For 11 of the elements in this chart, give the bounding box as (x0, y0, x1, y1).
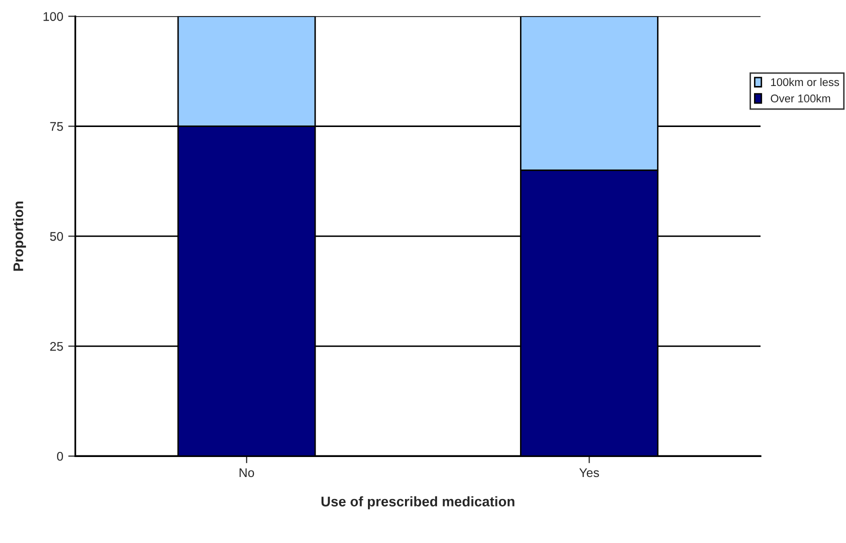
y-tick-label: 50 (50, 232, 63, 241)
x-tick-label: Yes (579, 468, 599, 478)
y-tick-label: 100 (44, 12, 63, 21)
y-tick-label: 25 (50, 342, 63, 351)
y-tick-label: 75 (50, 122, 63, 131)
y-tick-label: 0 (57, 452, 63, 461)
x-axis-title: Use of prescribed medication (322, 496, 514, 510)
y-axis-title: Proportion (13, 202, 26, 271)
legend-label: 100km or less (771, 78, 840, 86)
legend-label: Over 100km (770, 94, 830, 102)
x-tick-label: No (240, 468, 254, 478)
